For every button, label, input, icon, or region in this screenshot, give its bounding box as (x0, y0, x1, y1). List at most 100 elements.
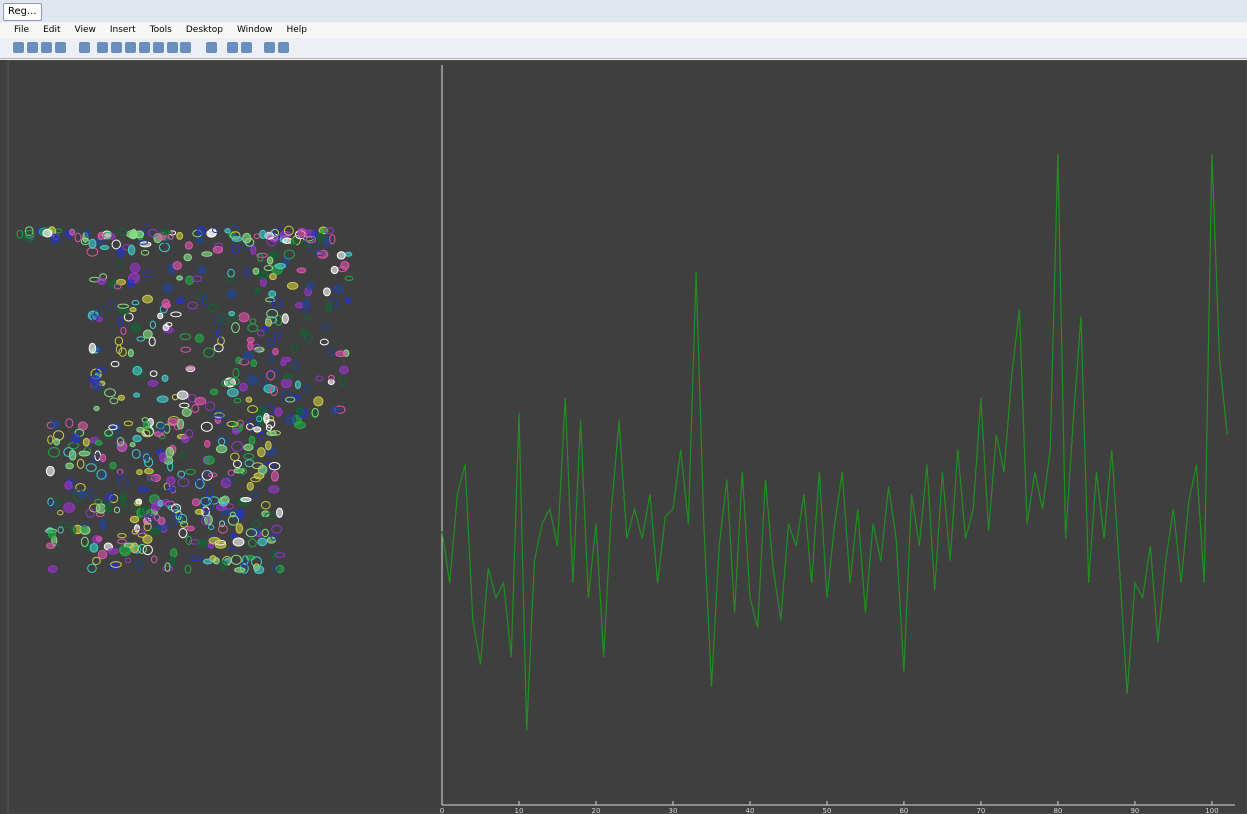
cell (180, 346, 192, 353)
cell (58, 522, 70, 529)
cell (158, 452, 167, 463)
cell (272, 347, 279, 356)
cell (113, 506, 121, 514)
cell (209, 388, 219, 396)
cell (302, 298, 310, 309)
cell (118, 347, 127, 357)
cell (320, 322, 331, 332)
cell (332, 284, 345, 294)
cell (201, 296, 209, 306)
cell (282, 373, 293, 380)
cell (110, 423, 121, 432)
toolbar-button[interactable] (264, 42, 275, 53)
cell (202, 558, 213, 565)
toolbar-button[interactable] (125, 42, 136, 53)
menu-item[interactable]: Desktop (185, 25, 223, 35)
cell (105, 493, 115, 502)
toolbar-button[interactable] (180, 42, 191, 53)
cell (274, 552, 286, 558)
menu-item[interactable]: Window (236, 25, 273, 35)
cell (214, 416, 222, 424)
cell (296, 267, 307, 274)
cell (228, 310, 236, 317)
cell (93, 405, 100, 412)
cell (97, 231, 105, 241)
cell (218, 313, 230, 325)
toolbar-button[interactable] (13, 42, 24, 53)
cell (203, 470, 212, 477)
cell (266, 235, 277, 247)
window-tab[interactable]: Reg... (3, 3, 42, 21)
cell (110, 561, 122, 568)
cell (324, 227, 334, 235)
cell (239, 382, 248, 392)
x-tick-label: 90 (1130, 807, 1139, 814)
toolbar-button[interactable] (139, 42, 150, 53)
toolbar-button[interactable] (241, 42, 252, 53)
cell (315, 250, 325, 257)
cell (265, 316, 278, 324)
cell (183, 253, 192, 262)
menu-item[interactable]: View (74, 25, 96, 35)
cell (265, 419, 276, 429)
cell (317, 249, 329, 259)
cell (276, 507, 284, 518)
cell (250, 490, 259, 500)
menu-item[interactable]: Insert (109, 25, 136, 35)
cell (140, 249, 150, 256)
cell (271, 524, 283, 534)
cell (95, 367, 107, 374)
x-tick-label: 20 (592, 807, 601, 814)
cell-image (16, 224, 354, 575)
cell (335, 350, 347, 358)
cell (327, 378, 335, 386)
toolbar-button[interactable] (167, 42, 178, 53)
toolbar-button[interactable] (206, 42, 217, 53)
cell (316, 232, 325, 242)
cell (300, 329, 308, 338)
toolbar-button[interactable] (41, 42, 52, 53)
toolbar-button[interactable] (27, 42, 38, 53)
cell (235, 523, 244, 534)
cell (204, 439, 211, 448)
cell (208, 496, 220, 505)
toolbar-button[interactable] (97, 42, 108, 53)
menu-item[interactable]: Tools (149, 25, 172, 35)
cell (242, 351, 254, 361)
cell (269, 385, 279, 396)
menu-item[interactable]: Help (286, 25, 308, 35)
cell (47, 497, 54, 507)
cell (271, 298, 283, 309)
cell (268, 485, 280, 494)
cell (304, 384, 312, 394)
cell (328, 375, 335, 381)
cell (157, 516, 166, 526)
toolbar-button[interactable] (55, 42, 66, 53)
menu-item[interactable]: File (14, 25, 30, 35)
menu-item[interactable]: Edit (43, 25, 61, 35)
cell (306, 281, 315, 291)
cell (319, 338, 329, 346)
toolbar-button[interactable] (111, 42, 122, 53)
cell (153, 431, 165, 437)
cell (264, 318, 273, 327)
cell (336, 251, 346, 260)
toolbar-button[interactable] (278, 42, 289, 53)
x-tick-label: 40 (746, 807, 755, 814)
cell (243, 453, 255, 460)
cell (143, 513, 154, 520)
toolbar-button[interactable] (153, 42, 164, 53)
cell (217, 524, 228, 534)
x-tick-label: 0 (440, 807, 444, 814)
cell (137, 544, 147, 554)
toolbar-button[interactable] (79, 42, 90, 53)
cell (136, 426, 145, 433)
cell (328, 347, 335, 357)
toolbar-button[interactable] (227, 42, 238, 53)
cell (231, 322, 240, 333)
cell (109, 397, 119, 405)
cell (108, 424, 118, 431)
cell (194, 333, 204, 343)
cell (127, 279, 135, 288)
cell (247, 374, 257, 386)
